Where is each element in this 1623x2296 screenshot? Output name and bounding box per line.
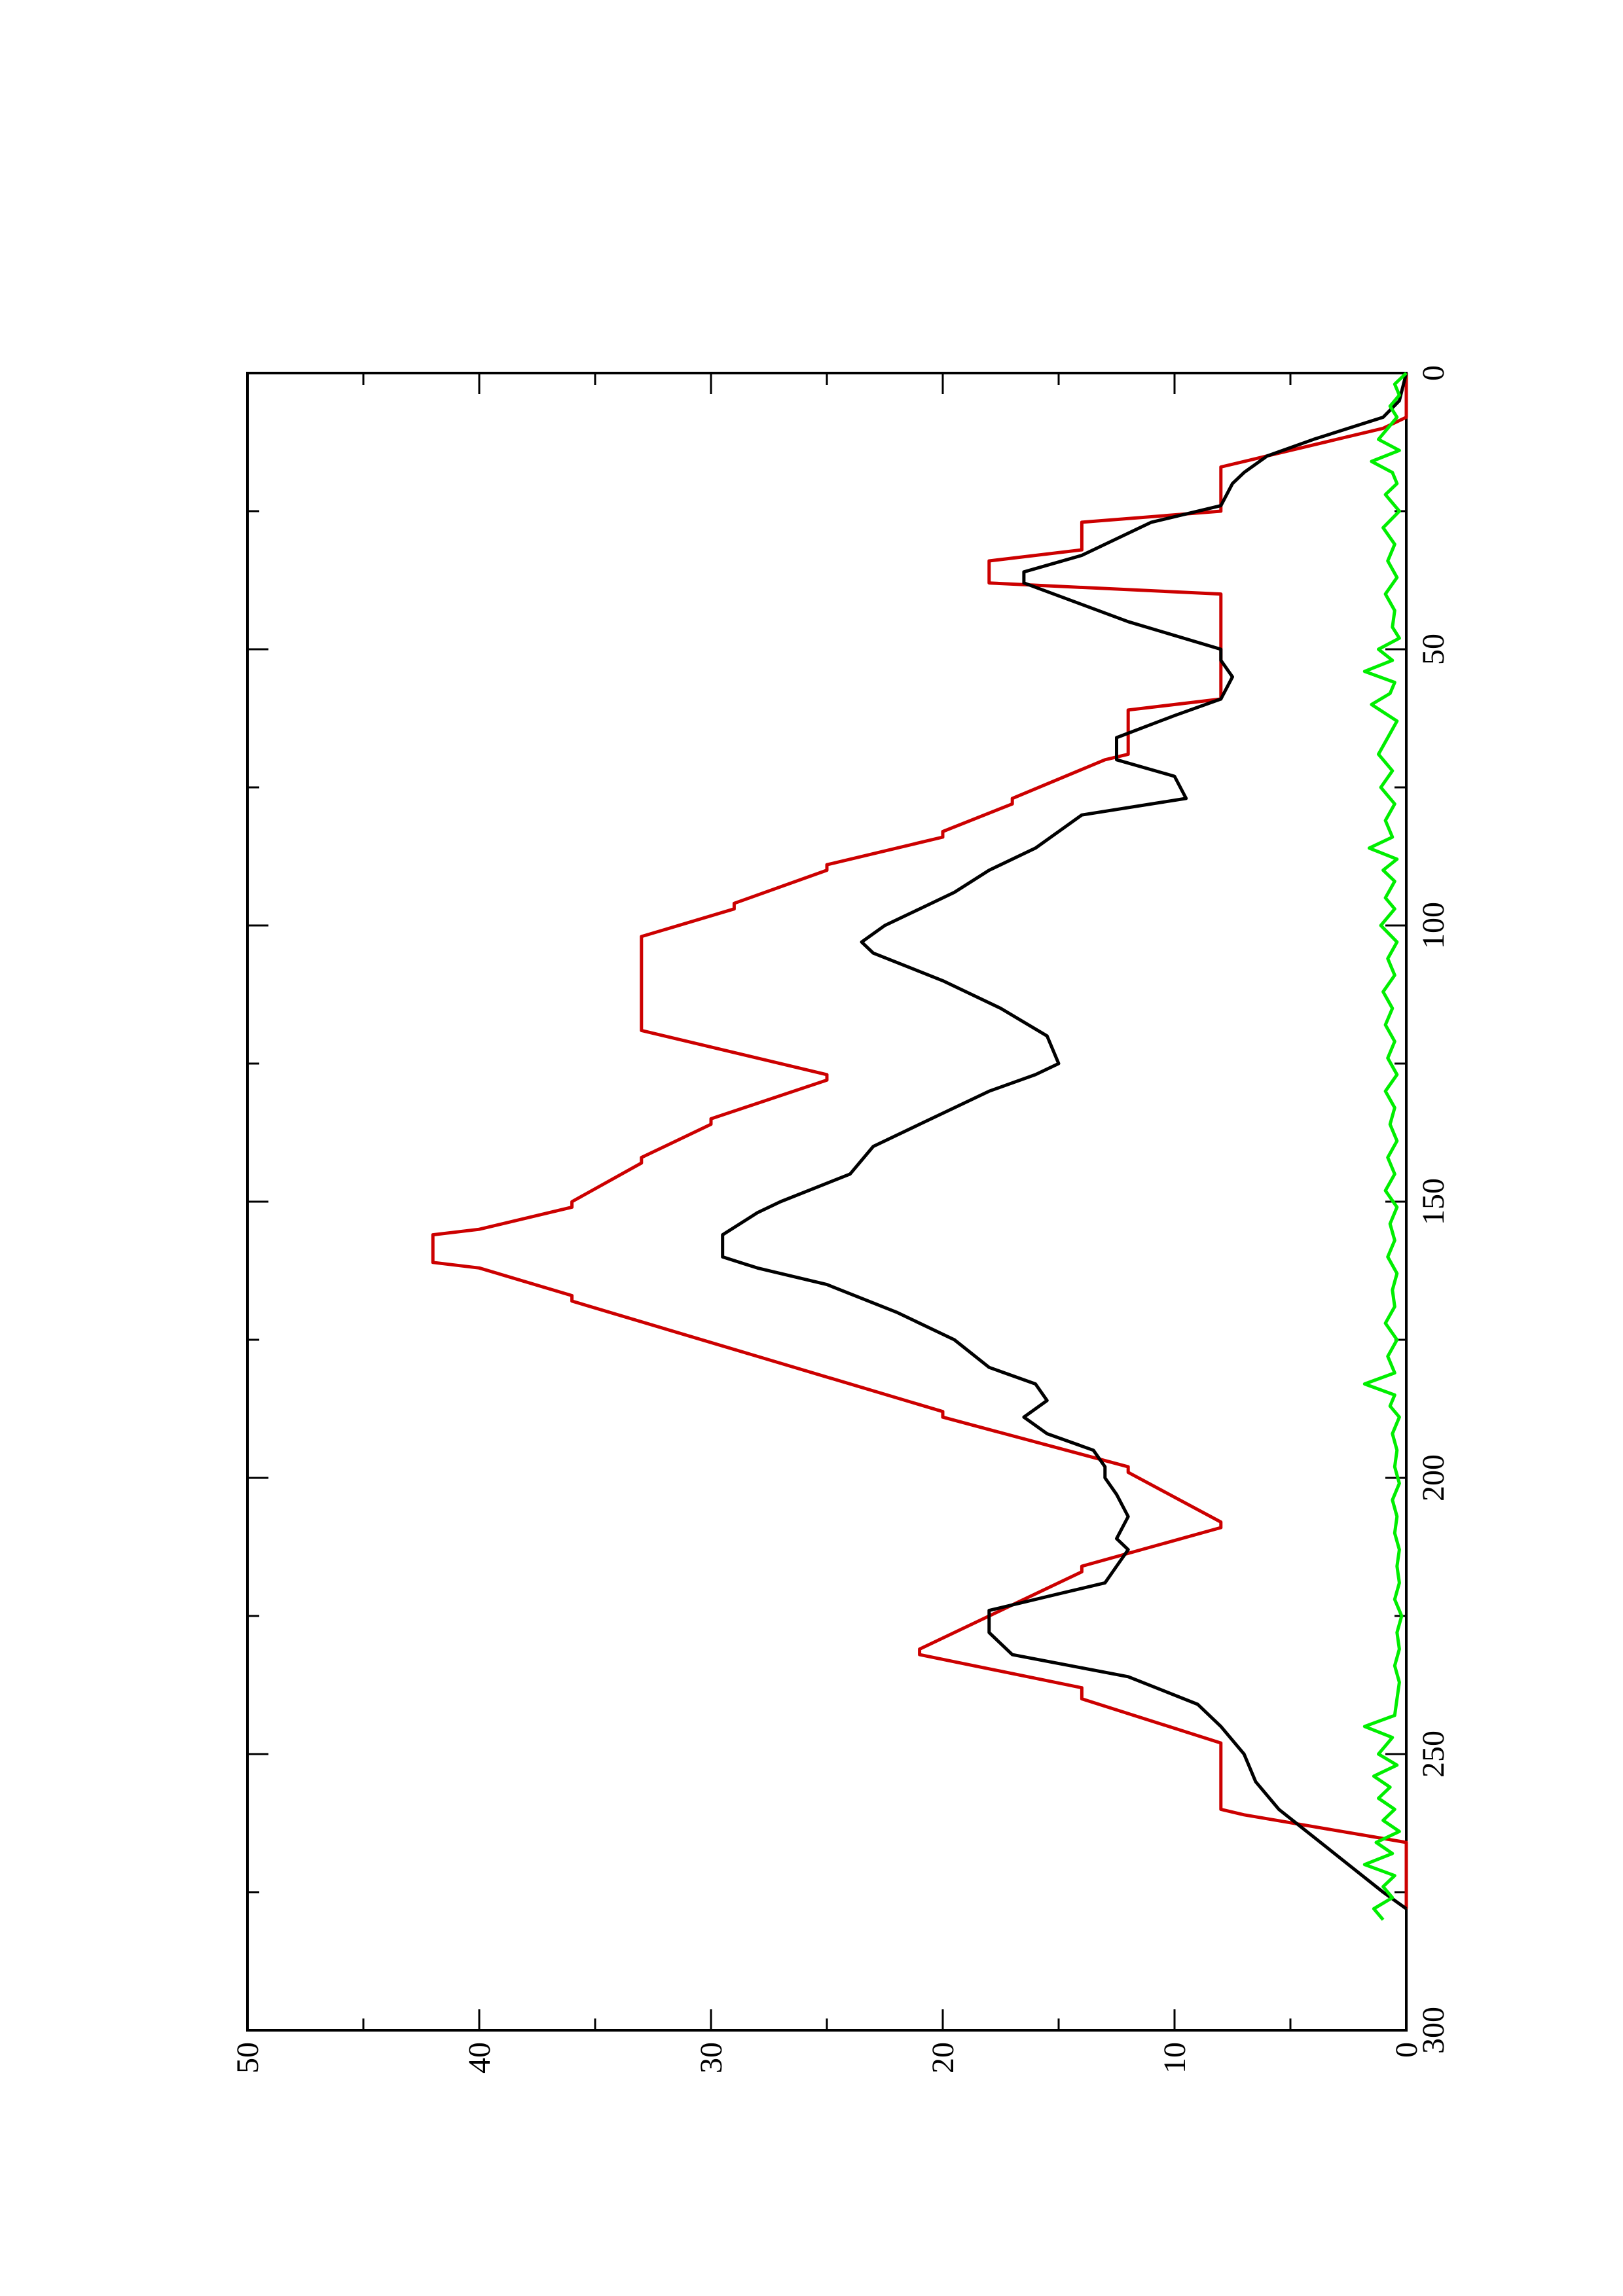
x-tick-label: 0 — [1416, 365, 1451, 381]
y-tick-label: 30 — [694, 2042, 729, 2073]
series-line-2 — [1362, 372, 1408, 1921]
axis-ticks — [246, 372, 1408, 2032]
series-line-0 — [431, 373, 1408, 1909]
x-tick-label: 50 — [1416, 634, 1451, 665]
x-tick-label: 200 — [1416, 1454, 1451, 1501]
x-tick-label: 150 — [1416, 1178, 1451, 1225]
y-tick-label: 40 — [462, 2042, 497, 2073]
x-tick-label: 250 — [1416, 1731, 1451, 1778]
y-tick-label: 0 — [1389, 2042, 1424, 2058]
plot-frame — [246, 372, 1408, 2032]
series-layer — [431, 372, 1408, 1921]
y-tick-label: 50 — [230, 2042, 265, 2073]
y-tick-label: 20 — [926, 2042, 960, 2073]
series-line-1 — [721, 372, 1408, 1910]
x-tick-label: 300 — [1416, 2007, 1451, 2054]
x-tick-label: 100 — [1416, 902, 1451, 949]
y-tick-label: 10 — [1158, 2042, 1192, 2073]
